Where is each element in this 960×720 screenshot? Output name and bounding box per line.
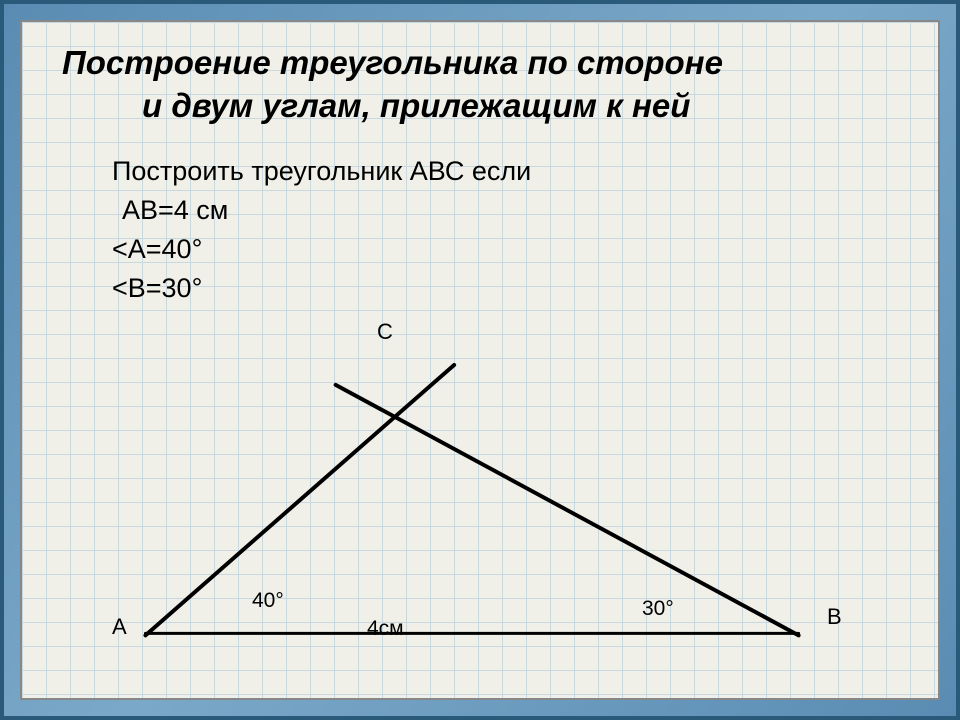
vertex-a-label: A [112, 614, 127, 640]
triangle-diagram [22, 22, 938, 698]
vertex-c-label: C [377, 319, 393, 345]
side-ab-label: 4см [367, 617, 404, 641]
angle-a-label: 40° [252, 589, 284, 613]
vertex-b-label: B [827, 604, 842, 630]
line-left [145, 365, 454, 635]
outer-frame: Построение треугольника по стороне и дву… [0, 0, 960, 720]
angle-b-label: 30° [642, 597, 674, 621]
line-right [336, 385, 799, 636]
inner-frame: Построение треугольника по стороне и дву… [20, 20, 940, 700]
